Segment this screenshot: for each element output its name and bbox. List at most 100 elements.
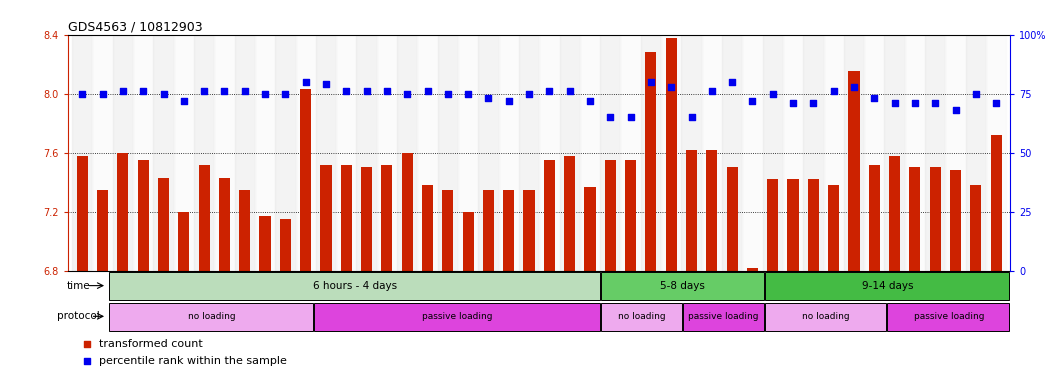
Bar xyxy=(707,150,717,271)
Point xyxy=(379,88,396,94)
Point xyxy=(94,91,111,97)
Point xyxy=(967,91,984,97)
Point xyxy=(663,83,680,89)
Point xyxy=(784,100,801,106)
Point xyxy=(602,114,619,120)
Text: no loading: no loading xyxy=(618,312,666,321)
Bar xyxy=(539,35,559,271)
Bar xyxy=(686,150,697,271)
Bar xyxy=(905,35,926,271)
Bar xyxy=(990,135,1002,271)
Point xyxy=(419,88,436,94)
Text: protocol: protocol xyxy=(57,311,99,321)
Bar xyxy=(72,35,92,271)
Bar xyxy=(219,178,230,271)
Point xyxy=(338,88,355,94)
Point xyxy=(176,98,193,104)
Text: percentile rank within the sample: percentile rank within the sample xyxy=(99,356,287,366)
Bar xyxy=(260,216,270,271)
Bar xyxy=(930,167,941,271)
Bar xyxy=(280,219,291,271)
Bar xyxy=(215,35,235,271)
Bar xyxy=(275,35,295,271)
Bar xyxy=(478,35,498,271)
Bar xyxy=(722,35,742,271)
Bar xyxy=(340,164,352,271)
Point xyxy=(622,114,639,120)
Text: 9-14 days: 9-14 days xyxy=(862,281,913,291)
Bar xyxy=(625,160,637,271)
Bar xyxy=(153,35,174,271)
Bar xyxy=(783,35,803,271)
Bar xyxy=(117,153,129,271)
Bar xyxy=(600,35,621,271)
Bar xyxy=(356,35,377,271)
Text: no loading: no loading xyxy=(187,312,236,321)
Bar xyxy=(767,179,778,271)
Bar xyxy=(418,35,438,271)
Bar xyxy=(764,272,1009,300)
Point xyxy=(297,79,314,85)
Point xyxy=(79,341,95,347)
Bar xyxy=(314,303,600,331)
Bar xyxy=(584,187,596,271)
Bar xyxy=(683,303,763,331)
Bar xyxy=(254,35,275,271)
Point xyxy=(643,79,660,85)
Point xyxy=(561,88,578,94)
Point xyxy=(155,91,172,97)
Point xyxy=(907,100,923,106)
Bar xyxy=(463,212,473,271)
Bar xyxy=(97,190,108,271)
Point xyxy=(237,88,253,94)
Bar xyxy=(504,190,514,271)
Bar xyxy=(601,272,763,300)
Bar xyxy=(727,167,738,271)
Point xyxy=(581,98,598,104)
Bar xyxy=(133,35,153,271)
Bar xyxy=(137,160,149,271)
Bar xyxy=(239,190,250,271)
Point xyxy=(805,100,822,106)
Bar xyxy=(926,35,945,271)
Point xyxy=(948,107,964,113)
Point xyxy=(886,100,903,106)
Bar xyxy=(808,179,819,271)
Bar xyxy=(113,35,133,271)
Text: transformed count: transformed count xyxy=(99,339,203,349)
Text: no loading: no loading xyxy=(802,312,850,321)
Point xyxy=(114,88,131,94)
Bar xyxy=(885,35,905,271)
Bar xyxy=(950,170,961,271)
Text: 6 hours - 4 days: 6 hours - 4 days xyxy=(313,281,397,291)
Point xyxy=(927,100,943,106)
Point xyxy=(520,91,537,97)
Bar xyxy=(199,164,209,271)
Point xyxy=(135,88,152,94)
Bar xyxy=(336,35,356,271)
Point xyxy=(257,91,273,97)
Bar xyxy=(848,71,860,271)
Bar xyxy=(910,167,920,271)
Bar xyxy=(742,35,762,271)
Bar xyxy=(580,35,600,271)
Text: passive loading: passive loading xyxy=(422,312,492,321)
Point xyxy=(744,98,761,104)
Point xyxy=(704,88,720,94)
Bar xyxy=(76,156,88,271)
Point xyxy=(317,81,334,87)
Point xyxy=(866,95,883,101)
Point xyxy=(723,79,740,85)
Bar xyxy=(869,164,879,271)
Bar xyxy=(498,35,519,271)
Bar xyxy=(194,35,215,271)
Point xyxy=(79,358,95,364)
Bar xyxy=(661,35,682,271)
Point xyxy=(440,91,456,97)
Bar xyxy=(438,35,458,271)
Bar xyxy=(889,156,900,271)
Point xyxy=(74,91,91,97)
Point xyxy=(196,88,213,94)
Bar xyxy=(174,35,194,271)
Bar xyxy=(235,35,254,271)
